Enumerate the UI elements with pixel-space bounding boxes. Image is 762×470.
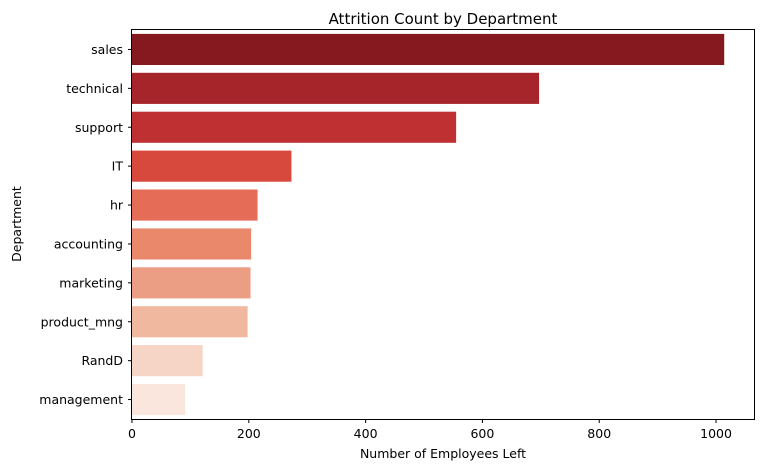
y-tick-label: marketing [59,275,123,290]
bar-sales [132,33,725,66]
bar-product_mng [132,306,248,338]
x-tick-label: 200 [237,426,261,441]
y-axis-ticks: sales technical support IT hr accounting marke… [39,42,132,407]
bars-layer [132,33,725,416]
bar-support [132,111,457,143]
x-tick-label: 400 [354,426,378,441]
bar-RandD [132,345,203,377]
y-tick-label: product_mng [41,314,123,329]
y-tick-label: sales [91,42,123,57]
chart-title: Attrition Count by Department [329,10,558,28]
y-axis-title: Department [9,186,24,262]
y-tick-label: hr [110,198,124,213]
x-tick-label: 0 [128,426,136,441]
bar-technical [132,72,540,104]
bar-management [132,383,186,416]
x-axis-title: Number of Employees Left [360,446,526,461]
x-tick-label: 1000 [700,426,732,441]
y-tick-label: RandD [81,353,123,368]
x-tick-label: 800 [587,426,611,441]
bar-accounting [132,228,252,260]
x-axis-ticks: 0 200 400 600 800 1000 [128,419,732,441]
bar-IT [132,150,292,182]
bar-marketing [132,267,251,299]
y-tick-label: accounting [54,236,123,251]
bar-hr [132,189,258,221]
y-tick-label: IT [112,159,124,174]
y-tick-label: technical [66,81,123,96]
y-tick-label: support [75,120,123,135]
y-tick-label: management [39,392,123,407]
plot-frame [131,29,755,420]
x-tick-label: 600 [470,426,494,441]
